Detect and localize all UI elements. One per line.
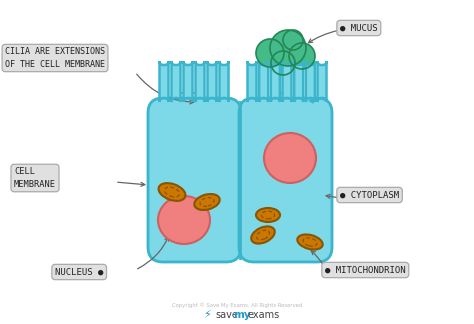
FancyBboxPatch shape <box>208 61 217 102</box>
Text: ● MITOCHONDRION: ● MITOCHONDRION <box>325 265 406 274</box>
FancyBboxPatch shape <box>271 61 280 102</box>
FancyBboxPatch shape <box>219 61 228 102</box>
Text: CELL
MEMBRANE: CELL MEMBRANE <box>14 167 56 189</box>
Ellipse shape <box>251 226 275 244</box>
FancyBboxPatch shape <box>294 61 303 102</box>
FancyBboxPatch shape <box>159 61 168 102</box>
Text: Copyright © Save My Exams. All Rights Reserved: Copyright © Save My Exams. All Rights Re… <box>172 302 302 308</box>
Text: ⚡: ⚡ <box>203 310 211 320</box>
Text: ● CYTOPLASM: ● CYTOPLASM <box>340 191 399 200</box>
Text: NUCLEUS ●: NUCLEUS ● <box>55 268 103 276</box>
Circle shape <box>270 30 306 66</box>
Text: ● MUCUS: ● MUCUS <box>340 24 378 32</box>
Text: my: my <box>233 310 251 320</box>
Circle shape <box>256 39 284 67</box>
Circle shape <box>271 51 295 75</box>
Text: save: save <box>215 310 238 320</box>
FancyBboxPatch shape <box>172 61 181 102</box>
FancyBboxPatch shape <box>283 61 292 102</box>
FancyBboxPatch shape <box>247 61 256 102</box>
FancyBboxPatch shape <box>318 61 327 102</box>
Ellipse shape <box>159 183 185 201</box>
FancyBboxPatch shape <box>259 61 268 102</box>
Text: exams: exams <box>248 310 280 320</box>
FancyBboxPatch shape <box>148 98 241 262</box>
Circle shape <box>283 30 303 50</box>
Circle shape <box>289 43 315 69</box>
Ellipse shape <box>264 133 316 183</box>
FancyBboxPatch shape <box>195 61 204 102</box>
Ellipse shape <box>297 235 323 249</box>
Ellipse shape <box>158 196 210 244</box>
FancyBboxPatch shape <box>183 61 192 102</box>
Text: CILIA ARE EXTENSIONS
OF THE CELL MEMBRANE: CILIA ARE EXTENSIONS OF THE CELL MEMBRAN… <box>5 47 105 69</box>
FancyBboxPatch shape <box>239 98 332 262</box>
Ellipse shape <box>256 208 280 222</box>
Ellipse shape <box>194 194 220 210</box>
FancyBboxPatch shape <box>306 61 315 102</box>
